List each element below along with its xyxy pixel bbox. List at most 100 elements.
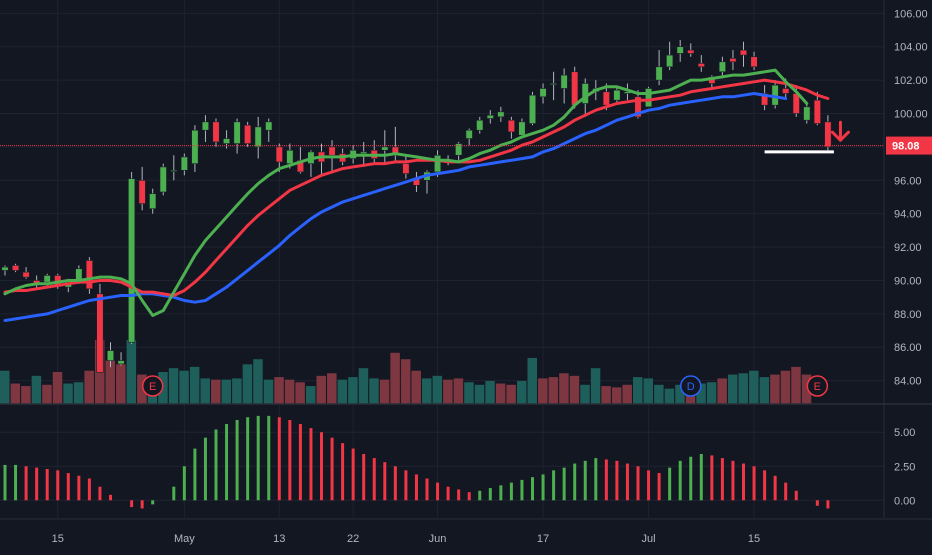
candle <box>191 125 199 172</box>
event-marker-label: E <box>149 381 156 393</box>
candle-body <box>265 121 273 131</box>
volume-bar <box>474 384 485 404</box>
volume-bar <box>379 379 390 404</box>
volume-bar <box>284 379 295 404</box>
candle-body <box>159 166 167 193</box>
candle <box>402 155 410 179</box>
candle-body <box>550 83 558 85</box>
moving-averages <box>3 68 830 322</box>
volume-bar <box>189 366 200 404</box>
candle-body <box>223 138 231 144</box>
volume-bar <box>738 373 748 404</box>
candle <box>644 86 653 108</box>
price-tick-label: 94.00 <box>894 209 922 221</box>
candle-body <box>296 159 304 173</box>
candle-body <box>813 99 821 124</box>
candle <box>718 56 726 79</box>
volume-bar <box>52 372 63 404</box>
volume-bar <box>422 378 432 404</box>
volume-bar <box>31 375 42 404</box>
candle <box>739 41 748 67</box>
volume-bar <box>200 378 210 404</box>
volume-bar <box>305 386 316 404</box>
volume-bar <box>696 383 706 404</box>
candle <box>159 163 167 196</box>
candle-body <box>465 129 473 139</box>
candle-body <box>85 260 93 290</box>
volume-bar <box>580 384 590 404</box>
volume-bar <box>390 352 400 404</box>
down-arrow-icon <box>830 120 850 142</box>
time-tick-label: Jun <box>429 533 447 545</box>
candle <box>265 118 273 142</box>
time-tick-label: 22 <box>347 533 359 545</box>
candle <box>507 116 515 139</box>
candle-body <box>528 94 537 124</box>
candle-body <box>729 58 737 63</box>
volume-bar <box>516 380 527 404</box>
candle-body <box>782 88 790 94</box>
price-tick-label: 104.00 <box>894 42 928 54</box>
candle-body <box>803 106 811 121</box>
price-tick-label: 84.00 <box>894 376 922 388</box>
candle <box>550 71 558 101</box>
candle <box>687 43 695 57</box>
price-tick-label: 106.00 <box>894 8 928 20</box>
volume-bar <box>232 378 242 404</box>
volume-bar <box>137 374 147 404</box>
volume-bar <box>42 384 52 404</box>
candle <box>296 146 304 174</box>
volume-bar <box>506 384 516 404</box>
candle <box>170 155 178 181</box>
candle <box>486 110 494 124</box>
candle-body <box>687 49 695 54</box>
volume-bar <box>590 368 601 404</box>
candle <box>138 166 146 211</box>
candle-body <box>391 146 399 156</box>
candle <box>613 86 621 104</box>
candle-body <box>518 121 526 136</box>
candle <box>655 50 663 86</box>
volume-bar <box>211 379 221 404</box>
volume-bar <box>495 383 506 404</box>
volume-bar <box>295 382 305 404</box>
time-tick-label: 15 <box>52 533 64 545</box>
candle-body <box>360 151 368 154</box>
candle <box>666 41 674 71</box>
volume-bar <box>453 378 464 404</box>
candle <box>676 40 684 62</box>
volume-bar <box>801 374 812 404</box>
candle-body <box>128 178 136 343</box>
candle-body <box>201 121 209 131</box>
volume-bar <box>485 380 495 404</box>
candle-body <box>233 121 241 144</box>
candle <box>465 128 473 146</box>
candle-body <box>22 271 30 278</box>
time-tick-label: 13 <box>273 533 285 545</box>
candle <box>761 85 769 111</box>
volume-bar <box>780 370 791 404</box>
candle-body <box>433 154 442 173</box>
candle <box>455 141 463 161</box>
time-tick-label: May <box>174 533 195 545</box>
candle-body <box>560 74 568 89</box>
volume-bar <box>274 377 284 404</box>
price-tick-label: 96.00 <box>894 175 922 187</box>
candle-body <box>655 66 663 81</box>
oscillator-tick-label: 2.50 <box>894 461 915 473</box>
oscillator-tick-label: 5.00 <box>894 427 915 439</box>
volume-bar <box>358 368 369 404</box>
volume-bar <box>116 364 126 404</box>
price-tick-label: 88.00 <box>894 309 922 321</box>
volume-bar <box>369 378 379 404</box>
candle <box>149 188 157 214</box>
candle-body <box>697 63 705 68</box>
price-tick-label: 90.00 <box>894 275 922 287</box>
volume-bar <box>327 373 337 404</box>
candle <box>560 68 568 104</box>
volume-bar <box>569 375 580 404</box>
candle-body <box>275 146 283 163</box>
volume-bar <box>411 370 421 404</box>
